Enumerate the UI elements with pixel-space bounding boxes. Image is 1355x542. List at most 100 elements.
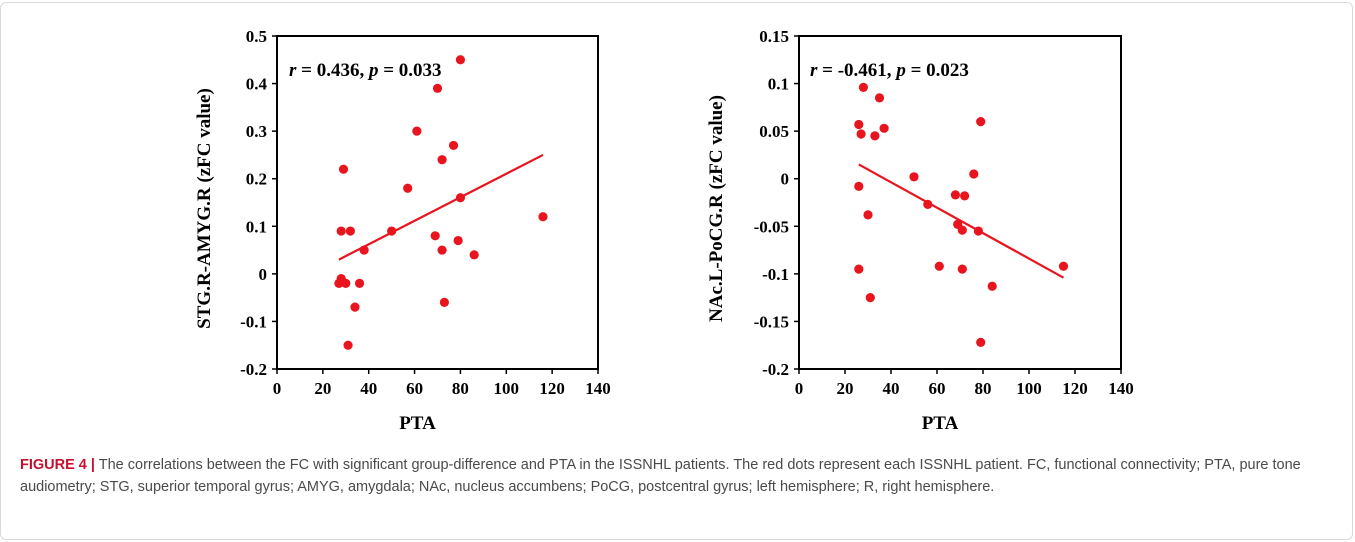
y-tick-label: 0 bbox=[781, 170, 790, 189]
y-tick-label: 0.5 bbox=[246, 27, 267, 46]
data-point bbox=[387, 226, 397, 236]
x-tick-label: 0 bbox=[273, 379, 282, 398]
annotation-value: = 0.033 bbox=[378, 60, 441, 81]
data-point bbox=[987, 281, 997, 291]
y-tick-label: 0.1 bbox=[246, 217, 267, 236]
correlation-annotation: r = -0.461, p = 0.023 bbox=[810, 60, 969, 81]
data-point bbox=[957, 264, 967, 274]
data-point bbox=[455, 55, 466, 65]
y-tick-label: 0.2 bbox=[246, 170, 267, 189]
y-tick-label: 0.05 bbox=[759, 122, 789, 141]
annotation-symbol: p bbox=[894, 60, 906, 81]
data-point bbox=[858, 82, 869, 92]
data-point bbox=[455, 193, 466, 203]
data-point bbox=[430, 231, 440, 241]
data-point bbox=[469, 250, 479, 260]
plot-frame bbox=[276, 35, 599, 370]
data-point bbox=[341, 278, 351, 288]
data-point bbox=[854, 119, 864, 130]
x-tick-label: 80 bbox=[452, 379, 469, 398]
data-point bbox=[538, 212, 548, 222]
x-tick-label: 20 bbox=[314, 379, 331, 398]
y-tick-label: -0.1 bbox=[762, 265, 789, 284]
data-point bbox=[343, 340, 353, 350]
x-tick-label: 40 bbox=[360, 379, 377, 398]
y-axis-label: NAc.L-PoCG.R (zFC value) bbox=[706, 95, 727, 322]
data-point bbox=[957, 225, 967, 235]
data-point bbox=[448, 140, 459, 151]
data-point bbox=[976, 337, 986, 347]
caption-text: The correlations between the FC with sig… bbox=[20, 457, 1301, 495]
data-point bbox=[976, 117, 986, 127]
data-point bbox=[437, 155, 447, 165]
annotation-symbol: r bbox=[289, 60, 297, 81]
x-tick-label: 140 bbox=[585, 379, 611, 398]
x-tick-label: 60 bbox=[929, 379, 946, 398]
annotation-symbol: p bbox=[367, 60, 379, 81]
y-tick-label: 0.15 bbox=[759, 27, 789, 46]
y-tick-label: 0.4 bbox=[246, 75, 268, 94]
figure-charts: 0 20 40 60 80 100 120 140 -0.2 -0.1 0 0.1 0.2 0.3 0.4 0… bbox=[194, 27, 1134, 434]
data-point bbox=[354, 278, 365, 288]
y-axis-label: STG.R-AMYG.R (zFC value) bbox=[194, 88, 215, 329]
data-point bbox=[960, 191, 970, 201]
caption-label: FIGURE 4 | bbox=[20, 457, 95, 473]
y-tick-label: -0.05 bbox=[754, 217, 789, 236]
data-point bbox=[439, 297, 449, 307]
data-point bbox=[879, 123, 889, 133]
y-tick-label: -0.15 bbox=[754, 312, 789, 331]
x-tick-label: 140 bbox=[1108, 379, 1134, 398]
figure-caption: FIGURE 4 | The correlations between the … bbox=[20, 454, 1335, 498]
data-point bbox=[973, 226, 984, 236]
x-tick-label: 120 bbox=[1062, 379, 1088, 398]
data-point bbox=[854, 181, 864, 191]
data-point bbox=[923, 199, 933, 210]
data-point bbox=[336, 226, 346, 236]
x-tick-label: 100 bbox=[494, 379, 520, 398]
data-point bbox=[909, 172, 919, 182]
x-tick-label: 100 bbox=[1016, 379, 1042, 398]
data-point bbox=[345, 226, 355, 236]
data-point bbox=[854, 264, 864, 274]
y-tick-label: -0.2 bbox=[762, 360, 789, 379]
x-tick-label: 0 bbox=[795, 379, 804, 398]
plot-frame bbox=[798, 35, 1122, 370]
x-axis-label: PTA bbox=[922, 413, 959, 434]
annotation-value: = 0.436, bbox=[296, 60, 369, 81]
data-point bbox=[350, 302, 360, 312]
data-point bbox=[856, 129, 866, 139]
y-tick-label: -0.2 bbox=[240, 360, 267, 379]
data-point bbox=[863, 210, 873, 220]
data-point bbox=[1058, 261, 1069, 271]
data-point bbox=[432, 83, 443, 93]
data-point bbox=[412, 126, 422, 136]
data-point bbox=[865, 293, 875, 303]
x-tick-label: 120 bbox=[539, 379, 565, 398]
x-tick-label: 20 bbox=[837, 379, 854, 398]
x-tick-label: 40 bbox=[883, 379, 900, 398]
annotation-value: = 0.023 bbox=[906, 60, 969, 81]
data-point bbox=[969, 169, 979, 179]
data-point bbox=[874, 93, 885, 103]
annotation-symbol: r bbox=[810, 60, 818, 81]
y-tick-label: 0 bbox=[259, 265, 268, 284]
data-point bbox=[934, 261, 944, 271]
data-point bbox=[950, 190, 961, 200]
x-tick-label: 80 bbox=[975, 379, 992, 398]
chart-panel-2: 0 20 40 60 80 100 120 140 -0.2 -0.15 -0.1 -0.05 0 0.0… bbox=[706, 27, 1134, 434]
data-point bbox=[453, 235, 463, 246]
data-point bbox=[437, 245, 447, 255]
chart-panel-1: 0 20 40 60 80 100 120 140 -0.2 -0.1 0 0.1 0.2 0.3 0.4 0… bbox=[194, 27, 611, 434]
annotation-value: = -0.461, bbox=[817, 60, 896, 81]
data-point bbox=[403, 183, 413, 193]
y-tick-label: -0.1 bbox=[240, 312, 267, 331]
y-tick-label: 0.1 bbox=[768, 75, 789, 94]
data-point bbox=[870, 131, 880, 141]
regression-line bbox=[858, 163, 1065, 279]
data-point bbox=[338, 164, 349, 174]
data-point bbox=[359, 245, 369, 255]
x-axis-label: PTA bbox=[399, 413, 436, 434]
x-tick-label: 60 bbox=[406, 379, 423, 398]
